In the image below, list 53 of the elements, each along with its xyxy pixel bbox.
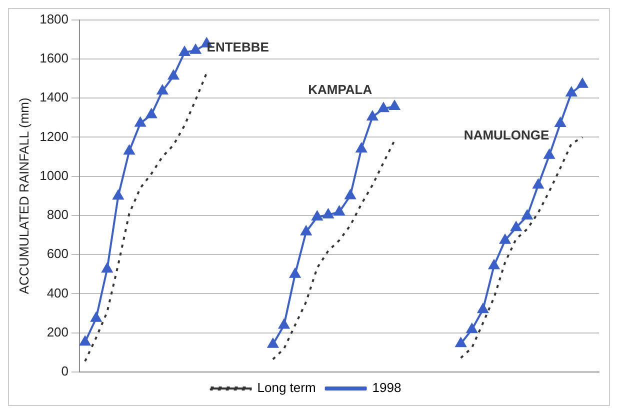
- y-tick-label: 1000: [40, 168, 69, 183]
- point: [300, 226, 312, 236]
- point: [290, 268, 300, 278]
- point: [577, 78, 588, 88]
- point: [268, 338, 278, 348]
- point: [532, 179, 544, 189]
- point: [566, 86, 577, 96]
- point: [356, 142, 367, 152]
- y-tick-label: 800: [46, 207, 69, 222]
- point: [278, 319, 290, 329]
- point: [157, 85, 168, 95]
- legend-label: Long term: [257, 380, 316, 396]
- point: [544, 149, 555, 159]
- line-series: [84, 72, 208, 362]
- point: [312, 211, 322, 221]
- y-tick-label: 600: [46, 246, 69, 262]
- point: [456, 338, 466, 348]
- y-tick-label: 200: [46, 324, 69, 340]
- point: [322, 208, 334, 218]
- point: [488, 260, 500, 270]
- point: [510, 222, 522, 232]
- y-tick-label: 1200: [40, 128, 69, 144]
- point: [190, 44, 201, 54]
- y-tick-label: 0: [61, 364, 69, 379]
- point: [146, 108, 157, 118]
- point: [80, 336, 90, 346]
- point: [389, 100, 400, 110]
- line-series: [272, 140, 396, 360]
- point: [90, 312, 102, 322]
- y-tick-label: 400: [46, 285, 69, 300]
- y-tick-label: 1800: [40, 11, 69, 26]
- point: [112, 190, 124, 200]
- y-axis-title: ACCUMULATED RAINFALL (mm): [16, 98, 32, 294]
- point: [378, 102, 389, 112]
- point: [102, 263, 112, 273]
- annotation: KAMPALA: [308, 82, 373, 97]
- annotation: ENTEBBE: [206, 40, 270, 55]
- point: [554, 118, 566, 128]
- legend-label: 1998: [372, 380, 402, 396]
- point: [168, 70, 179, 80]
- y-tick-label: 1600: [40, 50, 69, 66]
- point: [522, 210, 532, 220]
- point: [500, 234, 510, 244]
- y-tick-label: 1400: [40, 90, 69, 105]
- point: [344, 190, 356, 200]
- point: [179, 46, 190, 56]
- point: [466, 324, 478, 334]
- point: [478, 304, 488, 314]
- point: [334, 206, 345, 216]
- annotation: NAMULONGE: [464, 128, 550, 143]
- point: [124, 145, 135, 155]
- point: [367, 111, 378, 121]
- point: [134, 117, 146, 127]
